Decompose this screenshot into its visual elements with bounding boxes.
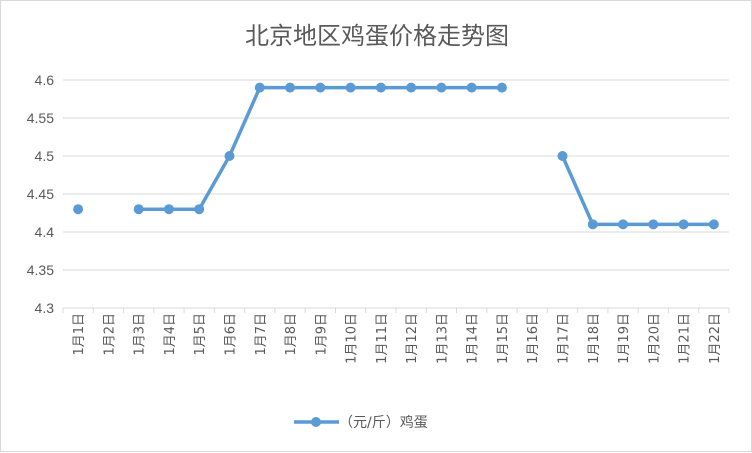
data-point <box>315 82 326 93</box>
x-tick-label: 1月13日 <box>435 313 450 364</box>
data-point <box>133 204 144 215</box>
data-point <box>254 82 265 93</box>
data-point <box>587 219 598 230</box>
y-tick-label: 4.5 <box>35 148 55 164</box>
series-line-group <box>73 82 719 230</box>
data-point <box>194 204 205 215</box>
y-axis-ticks: 4.3 4.35 4.4 4.45 4.5 4.55 4.6 <box>27 72 54 316</box>
data-point <box>557 151 568 161</box>
data-point <box>618 219 629 230</box>
data-point <box>708 219 719 230</box>
data-point <box>648 219 659 230</box>
x-tick-label: 1月11日 <box>375 313 390 364</box>
x-tick-label: 1月17日 <box>557 313 572 364</box>
y-tick-label: 4.6 <box>35 72 55 88</box>
legend-swatch-marker <box>311 417 321 427</box>
x-tick-label: 1月7日 <box>254 313 269 356</box>
y-tick-label: 4.45 <box>27 186 54 202</box>
x-tick-label: 1月3日 <box>133 313 148 356</box>
chart-title: 北京地区鸡蛋价格走势图 <box>245 22 509 50</box>
x-tick-label: 1月10日 <box>345 313 360 364</box>
legend-label: （元/斤）鸡蛋 <box>339 414 428 431</box>
data-point <box>345 82 356 93</box>
x-tick-label: 1月19日 <box>617 313 632 364</box>
x-tick-label: 1月22日 <box>708 313 723 364</box>
gridlines <box>63 79 729 271</box>
series-line <box>560 154 716 227</box>
legend: （元/斤）鸡蛋 <box>294 414 428 431</box>
x-tick-label: 1月21日 <box>678 313 693 364</box>
x-tick-label: 1月2日 <box>102 313 117 356</box>
x-tick-label: 1月16日 <box>526 313 541 364</box>
data-point <box>375 82 386 93</box>
y-tick-label: 4.4 <box>35 224 55 240</box>
data-point <box>224 151 235 161</box>
y-tick-label: 4.55 <box>27 110 54 126</box>
x-tick-label: 1月1日 <box>72 313 87 356</box>
x-axis <box>62 307 730 313</box>
x-tick-label: 1月18日 <box>587 313 602 364</box>
x-tick-label: 1月9日 <box>314 313 329 356</box>
x-tick-label: 1月4日 <box>163 313 178 356</box>
x-tick-label: 1月20日 <box>647 313 662 364</box>
data-point <box>163 204 174 215</box>
x-tick-label: 1月6日 <box>224 313 239 356</box>
x-tick-label: 1月8日 <box>284 313 299 356</box>
data-point <box>406 82 417 93</box>
data-point <box>678 219 689 230</box>
y-tick-label: 4.35 <box>27 262 54 278</box>
data-point <box>496 82 507 93</box>
series-line <box>136 85 504 211</box>
data-point <box>285 82 296 93</box>
x-axis-ticks: 1月1日 1月2日 1月3日 1月4日 1月5日 1月6日 1月7日 1月8日 1月9日 1月10… <box>72 313 723 364</box>
x-tick-label: 1月15日 <box>496 313 511 364</box>
data-point <box>73 204 84 215</box>
x-tick-label: 1月5日 <box>193 313 208 356</box>
x-tick-label: 1月14日 <box>466 313 481 364</box>
y-tick-label: 4.3 <box>35 300 55 316</box>
data-point <box>466 82 477 93</box>
data-point <box>436 82 447 93</box>
x-tick-label: 1月12日 <box>405 313 420 364</box>
